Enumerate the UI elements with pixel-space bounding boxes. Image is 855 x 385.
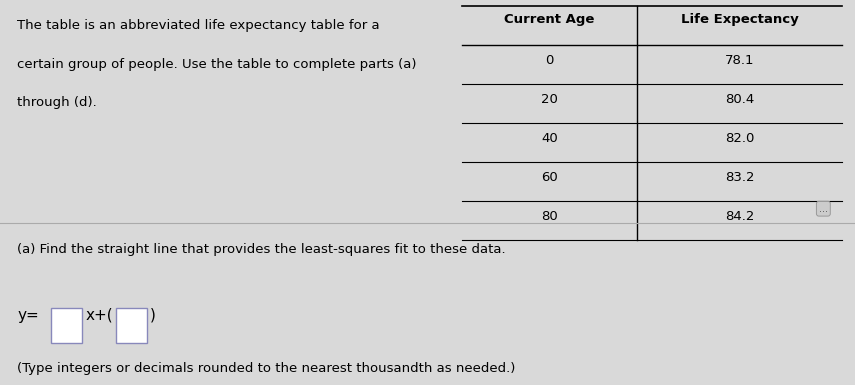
Text: Life Expectancy: Life Expectancy xyxy=(681,13,799,27)
Text: certain group of people. Use the table to complete parts (a): certain group of people. Use the table t… xyxy=(17,58,416,71)
Text: ...: ... xyxy=(819,204,828,214)
Text: 83.2: 83.2 xyxy=(725,171,754,184)
Text: 78.1: 78.1 xyxy=(725,54,754,67)
Text: x+(: x+( xyxy=(86,308,113,323)
Text: 60: 60 xyxy=(541,171,557,184)
Text: y=: y= xyxy=(17,308,38,323)
Text: ): ) xyxy=(150,308,156,323)
Text: 82.0: 82.0 xyxy=(725,132,754,145)
FancyBboxPatch shape xyxy=(116,308,147,343)
Text: 0: 0 xyxy=(545,54,553,67)
Text: Current Age: Current Age xyxy=(504,13,594,27)
Text: 40: 40 xyxy=(541,132,557,145)
Text: 20: 20 xyxy=(541,93,557,106)
FancyBboxPatch shape xyxy=(51,308,82,343)
Text: through (d).: through (d). xyxy=(17,96,97,109)
Text: (Type integers or decimals rounded to the nearest thousandth as needed.): (Type integers or decimals rounded to th… xyxy=(17,362,516,375)
Text: (a) Find the straight line that provides the least-squares fit to these data.: (a) Find the straight line that provides… xyxy=(17,243,505,256)
Text: The table is an abbreviated life expectancy table for a: The table is an abbreviated life expecta… xyxy=(17,19,380,32)
Text: 80: 80 xyxy=(541,210,557,223)
Text: 80.4: 80.4 xyxy=(725,93,754,106)
Text: 84.2: 84.2 xyxy=(725,210,754,223)
